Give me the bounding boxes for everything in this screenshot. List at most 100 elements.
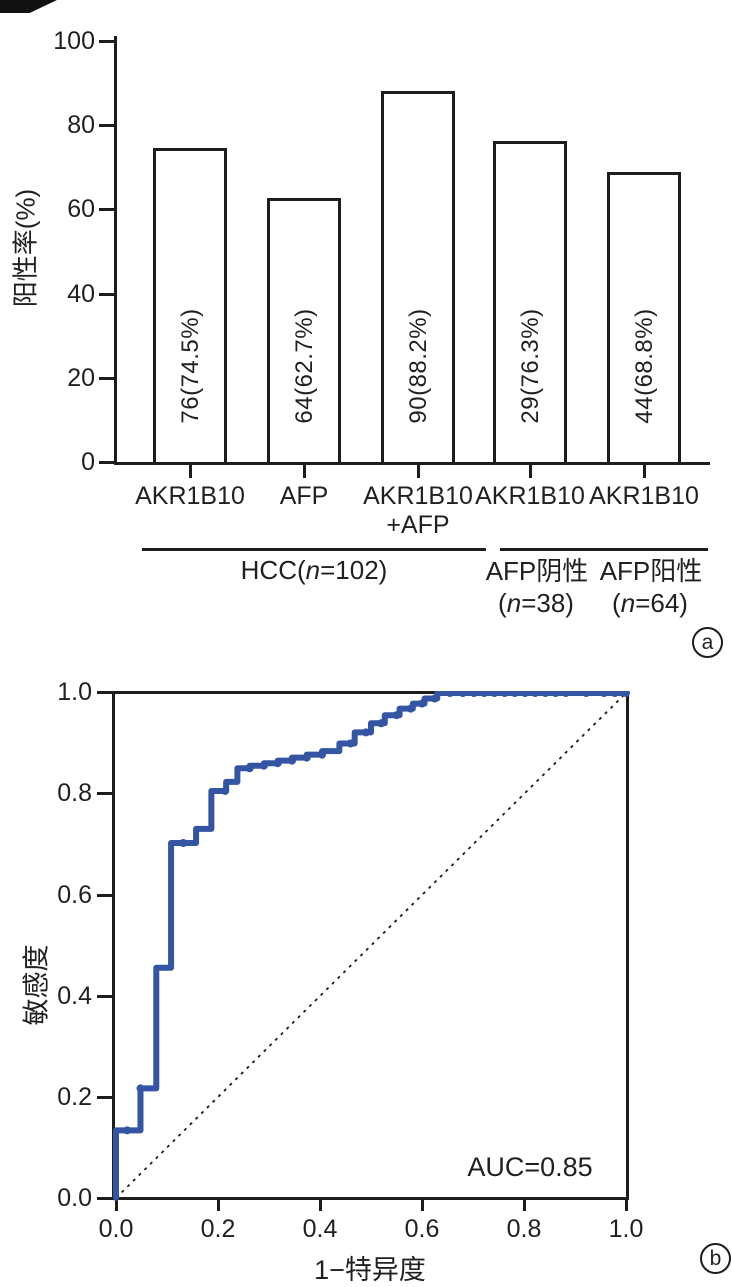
roc-curve-marker xyxy=(123,1126,132,1135)
group-label-hcc-post: =102) xyxy=(320,555,388,585)
group-underline-afp xyxy=(500,548,708,551)
panel-b-y-tick xyxy=(97,1197,112,1200)
bar-3 xyxy=(381,91,455,465)
n38-pre: ( xyxy=(498,588,507,618)
panel-b-x-tick-label: 0.8 xyxy=(506,1215,542,1243)
panel-a-y-tick xyxy=(99,461,115,464)
panel-a-y-tick-label: 100 xyxy=(53,27,95,55)
roc-curve-marker xyxy=(551,691,560,697)
panel-b-x-tick xyxy=(217,1197,220,1211)
roc-curve-marker xyxy=(318,750,327,759)
panel-a-y-tick xyxy=(99,40,115,43)
roc-curve-marker xyxy=(490,691,499,697)
panel-a-y-tick xyxy=(99,208,115,211)
group-underline-hcc xyxy=(142,548,486,551)
roc-curve-marker xyxy=(377,719,386,728)
panel-b-y-tick-label: 0.2 xyxy=(57,1083,92,1111)
panel-a-x-tick xyxy=(643,465,646,478)
roc-curve-marker xyxy=(392,711,401,720)
n64-pre: ( xyxy=(612,588,621,618)
auc-annotation: AUC=0.85 xyxy=(467,1152,593,1182)
bar-value-label: 76(74.5%) xyxy=(177,308,204,424)
roc-curve-marker xyxy=(582,691,591,697)
panel-a-y-tick-label: 80 xyxy=(67,111,95,139)
roc-curve-marker xyxy=(221,786,230,795)
panel-a-y-tick xyxy=(99,124,115,127)
roc-curve-marker xyxy=(622,691,630,697)
roc-curve-marker xyxy=(273,759,282,768)
group-sublabel-n38: (n=38) xyxy=(498,589,574,618)
panel-a-x-tick xyxy=(529,465,532,478)
panel-a-y-tick-label: 40 xyxy=(67,280,95,308)
roc-curve-marker xyxy=(245,764,254,773)
panel-b-x-tick xyxy=(319,1197,322,1211)
panel-b-x-tick xyxy=(625,1197,628,1211)
category-label: AKR1B10 xyxy=(589,482,699,511)
roc-curve-marker xyxy=(179,838,188,847)
category-label-line1: AKR1B10 xyxy=(135,482,245,510)
category-label-line1: AFP xyxy=(279,482,329,510)
panel-b-y-tick xyxy=(97,691,112,694)
roc-curve-marker xyxy=(361,728,370,737)
roc-curve-marker xyxy=(259,761,268,770)
category-label-line2: +AFP xyxy=(386,511,450,539)
category-label: AKR1B10 xyxy=(135,482,245,511)
category-label-line1: AKR1B10 xyxy=(363,482,473,510)
panel-b-x-tick-label: 0.2 xyxy=(200,1215,236,1243)
roc-curve-marker xyxy=(458,691,467,697)
category-label: AKR1B10 +AFP xyxy=(363,482,473,540)
roc-curve-marker xyxy=(480,691,489,697)
chance-diagonal-reference-line xyxy=(115,692,627,1199)
panel-b-y-tick xyxy=(97,1096,112,1099)
panel-b-x-tick-label: 0.6 xyxy=(404,1215,440,1243)
panel-a-tag: a xyxy=(692,627,723,658)
panel-a-y-tick xyxy=(99,293,115,296)
category-label-line1: AKR1B10 xyxy=(475,482,585,510)
bar-value-label: 64(62.7%) xyxy=(291,308,318,424)
bar-value-label: 44(68.8%) xyxy=(631,308,658,424)
roc-curve-marker xyxy=(541,691,550,697)
n38-n: n xyxy=(506,588,522,618)
roc-curve-canvas xyxy=(113,691,630,1201)
n64-n: n xyxy=(620,588,636,618)
panel-b-y-tick xyxy=(97,792,112,795)
group-label-hcc-pre: HCC( xyxy=(240,555,306,585)
roc-curve-marker xyxy=(287,756,296,765)
bar-value-label: 29(76.3%) xyxy=(517,308,544,424)
bar-1 xyxy=(153,148,227,465)
roc-curve-marker xyxy=(136,1084,145,1093)
panel-a-y-axis-line xyxy=(114,36,117,465)
roc-curve-marker xyxy=(446,691,455,697)
panel-a-y-axis-title: 阳性率(%) xyxy=(10,188,41,308)
roc-curve-marker xyxy=(430,694,439,703)
roc-curve-marker xyxy=(418,699,426,708)
roc-curve-marker xyxy=(406,704,415,713)
panel-b-y-tick-label: 0.0 xyxy=(57,1184,92,1212)
panel-b-x-tick xyxy=(421,1197,424,1211)
group-label-afp-positive: AFP阳性 xyxy=(599,556,703,586)
page-corner-mark xyxy=(0,0,57,13)
bar-5 xyxy=(607,172,681,465)
panel-b-y-tick-label: 0.8 xyxy=(57,779,92,807)
group-sublabel-n64: (n=64) xyxy=(612,589,688,618)
panel-b-y-tick-label: 1.0 xyxy=(57,678,92,706)
panel-a-y-tick xyxy=(99,377,115,380)
panel-b-tag: b xyxy=(700,1243,731,1274)
bar-value-label: 90(88.2%) xyxy=(405,308,432,424)
roc-curve-marker xyxy=(600,691,609,697)
panel-b-x-tick-label: 0.0 xyxy=(98,1215,134,1243)
bar-4 xyxy=(493,141,567,465)
panel-b-x-tick xyxy=(115,1197,118,1211)
panel-b-y-tick-label: 0.6 xyxy=(57,881,92,909)
n64-post: =64) xyxy=(635,588,688,618)
panel-a-y-tick-label: 0 xyxy=(81,448,95,476)
panel-a-y-tick-label: 20 xyxy=(67,364,95,392)
roc-curve-marker xyxy=(521,691,530,697)
category-label-line1: AKR1B10 xyxy=(589,482,699,510)
roc-curve-marker xyxy=(500,691,509,697)
category-label: AFP xyxy=(280,482,329,511)
group-label-afp-negative: AFP阴性 xyxy=(485,556,589,586)
group-label-hcc: HCC(n=102) xyxy=(241,556,388,585)
roc-curve-marker xyxy=(610,691,619,697)
